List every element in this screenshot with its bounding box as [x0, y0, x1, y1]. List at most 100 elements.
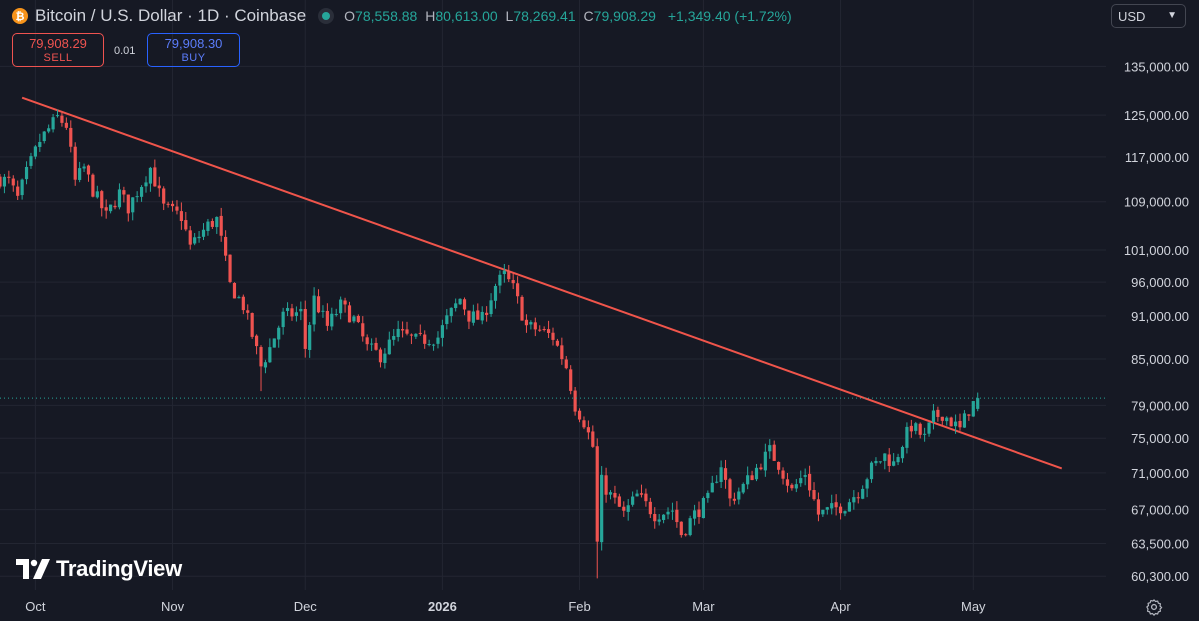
candle-body: [697, 509, 701, 517]
price-axis-label: 67,000.00: [1131, 503, 1189, 518]
candle-body: [644, 493, 648, 502]
candle-body: [0, 176, 2, 187]
candle-body: [113, 205, 117, 208]
open-value: 78,558.88: [355, 8, 418, 24]
candle-body: [874, 460, 878, 464]
candle-body: [370, 343, 374, 345]
candle-body: [688, 518, 692, 536]
candle-body: [639, 493, 644, 495]
candle-body: [582, 420, 586, 428]
candle-body: [777, 461, 781, 470]
candle-body: [905, 426, 909, 448]
candle-body: [666, 511, 670, 515]
candle-body: [352, 316, 356, 322]
candle-body: [524, 319, 529, 326]
candle-body: [69, 127, 73, 147]
candle-body: [825, 507, 829, 510]
candle-body: [953, 421, 958, 427]
candle-body: [285, 308, 290, 311]
candle-body: [272, 338, 276, 348]
candle-body: [334, 314, 338, 316]
candle-body: [418, 332, 422, 334]
price-axis-label: 125,000.00: [1124, 108, 1189, 123]
sell-label: SELL: [43, 52, 73, 64]
candle-body: [294, 312, 299, 316]
symbol-title[interactable]: Bitcoin / U.S. Dollar · 1D · Coinbase: [35, 6, 307, 25]
candle-body: [737, 491, 741, 500]
candle-body: [719, 467, 723, 482]
candle-body: [95, 191, 99, 198]
candle-body: [657, 519, 661, 522]
candle-body: [33, 146, 37, 157]
candle-body: [807, 473, 812, 491]
candle-body: [617, 496, 621, 507]
price-axis-label: 71,000.00: [1131, 466, 1189, 481]
buy-price: 79,908.30: [164, 36, 223, 51]
candle-body: [604, 475, 608, 495]
currency-select[interactable]: USD ▼: [1111, 4, 1186, 28]
candle-body: [931, 410, 936, 423]
time-axis-label: Nov: [161, 599, 185, 614]
candle-body: [533, 322, 537, 330]
grid-lines: [0, 0, 1106, 590]
close-value: 79,908.29: [593, 8, 656, 24]
candle-body: [573, 390, 577, 412]
candle-body: [210, 221, 214, 227]
candle-body: [516, 283, 520, 297]
candle-body: [325, 310, 329, 326]
buy-button[interactable]: 79,908.30 BUY: [147, 33, 240, 67]
candle-body: [454, 303, 458, 309]
candle-body: [520, 296, 524, 321]
chevron-down-icon: ▼: [1167, 10, 1177, 21]
candle-body: [861, 488, 865, 499]
candle-body: [900, 446, 905, 459]
trendline: [21, 96, 1063, 470]
price-axis-label: 109,000.00: [1124, 195, 1189, 210]
buy-label: BUY: [181, 52, 206, 64]
candle-body: [564, 359, 568, 369]
time-axis-label: Feb: [568, 599, 590, 614]
change-value: +1,349.40 (+1.72%): [667, 8, 792, 24]
candle-body: [281, 311, 285, 328]
candle-body: [878, 461, 882, 463]
candle-body: [263, 362, 268, 368]
candle-body: [228, 254, 232, 282]
candle-body: [662, 514, 666, 520]
bitcoin-icon[interactable]: ₿: [12, 8, 28, 24]
candle-body: [47, 128, 51, 132]
market-status-dot[interactable]: [318, 8, 335, 24]
candle-body: [449, 307, 453, 317]
candle-body: [560, 345, 564, 360]
price-axis-label: 117,000.00: [1125, 150, 1189, 165]
gear-icon[interactable]: [1145, 598, 1163, 616]
candle-body: [728, 479, 732, 499]
candle-body: [595, 446, 599, 542]
candle-body: [834, 502, 838, 508]
candle-body: [383, 353, 387, 363]
candle-body: [104, 207, 108, 211]
candle-body: [374, 342, 378, 350]
candle-body: [299, 308, 303, 312]
candle-body: [131, 197, 135, 213]
candle-body: [586, 427, 590, 433]
candle-body: [224, 236, 228, 256]
candle-body: [414, 333, 418, 337]
sell-button[interactable]: 79,908.29 SELL: [12, 33, 104, 67]
candle-body: [290, 308, 294, 317]
candle-body: [865, 479, 869, 489]
candle-body: [476, 310, 480, 320]
candle-body: [502, 270, 506, 275]
candle-body: [73, 146, 77, 180]
candle-body: [794, 484, 798, 489]
candle-body: [175, 206, 179, 211]
candle-body: [785, 479, 790, 486]
price-axis-label: 101,000.00: [1124, 243, 1189, 258]
candle-body: [936, 409, 940, 417]
candle-body: [55, 115, 60, 117]
candle-body: [498, 274, 502, 286]
candle-body: [392, 336, 396, 340]
candle-body: [24, 166, 29, 180]
candle-body: [962, 413, 967, 428]
